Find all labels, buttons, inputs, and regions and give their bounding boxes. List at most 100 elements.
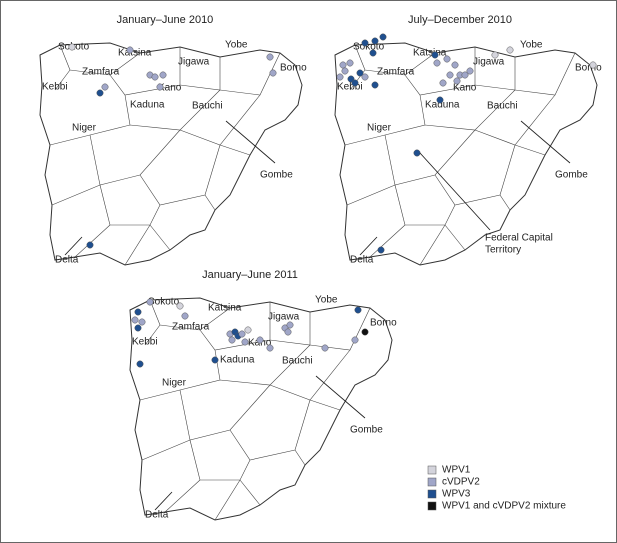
state-label: Kebbi — [132, 337, 158, 348]
case-dot — [413, 149, 421, 157]
case-dot — [371, 37, 379, 45]
case-dot — [86, 241, 94, 249]
case-dot — [446, 71, 454, 79]
case-dot — [377, 246, 385, 254]
case-dot — [361, 39, 369, 47]
map-panel: SokotoKatsinaYobeZamfaraJigawaBornoKebbi… — [334, 33, 602, 266]
map-title: January–June 2010 — [117, 14, 214, 26]
state-label: Jigawa — [178, 57, 210, 68]
state-label: Bauchi — [487, 101, 518, 112]
case-dot — [369, 49, 377, 57]
map-panel: Sokoto Katsina Yobe Zamfara Jigawa Borno Kebbi… — [129, 295, 397, 521]
case-dot — [151, 73, 159, 81]
case-dot — [159, 71, 167, 79]
case-dot — [341, 67, 349, 75]
state-label: Delta — [350, 255, 374, 266]
state-label: Jigawa — [473, 57, 505, 68]
case-dot — [146, 298, 154, 306]
state-label: Gombe — [260, 170, 293, 181]
pointer-arrow — [154, 491, 173, 511]
case-dot — [356, 69, 364, 77]
case-dot — [346, 59, 354, 67]
case-dot — [491, 51, 499, 59]
pointer-arrow — [419, 152, 491, 231]
case-dot — [96, 89, 104, 97]
state-label: Katsina — [208, 303, 242, 314]
legend-label: WPV3 — [442, 489, 471, 500]
case-dot — [266, 53, 274, 61]
case-dot — [138, 318, 146, 326]
pointer-arrow — [359, 236, 378, 256]
state-label: Borno — [280, 63, 307, 74]
country-outline — [129, 297, 393, 521]
case-dot — [506, 46, 514, 54]
case-dot — [361, 328, 369, 336]
state-label: Kano — [453, 83, 477, 94]
state-label: Katsina — [413, 48, 447, 59]
state-label: Gombe — [555, 170, 588, 181]
case-dot — [68, 43, 76, 51]
state-label: Niger — [72, 123, 97, 134]
case-dot — [181, 312, 189, 320]
case-dot — [336, 73, 344, 81]
state-label: Borno — [370, 318, 397, 329]
state-label: Niger — [367, 123, 392, 134]
state-label: Kano — [158, 83, 182, 94]
case-dot — [156, 83, 164, 91]
state-label: Borno — [575, 63, 602, 74]
case-dot — [244, 326, 252, 334]
map-title: January–June 2011 — [202, 269, 298, 281]
case-dot — [451, 61, 459, 69]
state-label: Sokoto — [353, 42, 385, 53]
case-dot — [269, 69, 277, 77]
state-label: Bauchi — [192, 101, 223, 112]
state-label: Kaduna — [130, 100, 165, 111]
state-label: Gombe — [350, 425, 383, 436]
pointer-arrow — [520, 120, 571, 164]
case-dot — [321, 344, 329, 352]
state-label: Delta — [55, 255, 79, 266]
case-dot — [211, 356, 219, 364]
state-label: Kebbi — [42, 82, 68, 93]
state-label: Kaduna — [425, 100, 460, 111]
case-dot — [266, 344, 274, 352]
case-dot — [351, 79, 359, 87]
case-dot — [466, 67, 474, 75]
case-dot — [126, 46, 134, 54]
case-dot — [371, 81, 379, 89]
fct-label: Federal Capital — [485, 233, 553, 244]
legend-swatch — [427, 501, 437, 511]
case-dot — [431, 51, 439, 59]
legend-swatch — [427, 465, 437, 475]
case-dot — [131, 316, 139, 324]
case-dot — [228, 336, 236, 344]
state-label: Zamfara — [377, 67, 415, 78]
case-dot — [379, 33, 387, 41]
state-label: Kebbi — [337, 82, 363, 93]
state-label: Zamfara — [172, 322, 210, 333]
case-dot — [134, 308, 142, 316]
case-dot — [354, 306, 362, 314]
map-title: July–December 2010 — [408, 14, 512, 26]
state-label: Bauchi — [282, 356, 313, 367]
state-label: Yobe — [315, 295, 338, 306]
state-label: Katsina — [118, 48, 152, 59]
state-label: Zamfara — [82, 67, 120, 78]
legend-label: WPV1 and cVDPV2 mixture — [442, 501, 566, 512]
legend-swatch — [427, 489, 437, 499]
case-dot — [589, 61, 597, 69]
legend-label: WPV1 — [442, 465, 471, 476]
legend-swatch — [427, 477, 437, 487]
pointer-arrow — [64, 236, 83, 256]
map-panel: SokotoKatsinaYobeZamfaraJigawaBornoKebbi… — [39, 40, 307, 266]
case-dot — [351, 336, 359, 344]
case-dot — [256, 336, 264, 344]
case-dot — [134, 324, 142, 332]
case-dot — [453, 77, 461, 85]
state-label: Sokoto — [148, 297, 180, 308]
case-dot — [361, 73, 369, 81]
case-dot — [339, 61, 347, 69]
state-label: Jigawa — [268, 312, 300, 323]
